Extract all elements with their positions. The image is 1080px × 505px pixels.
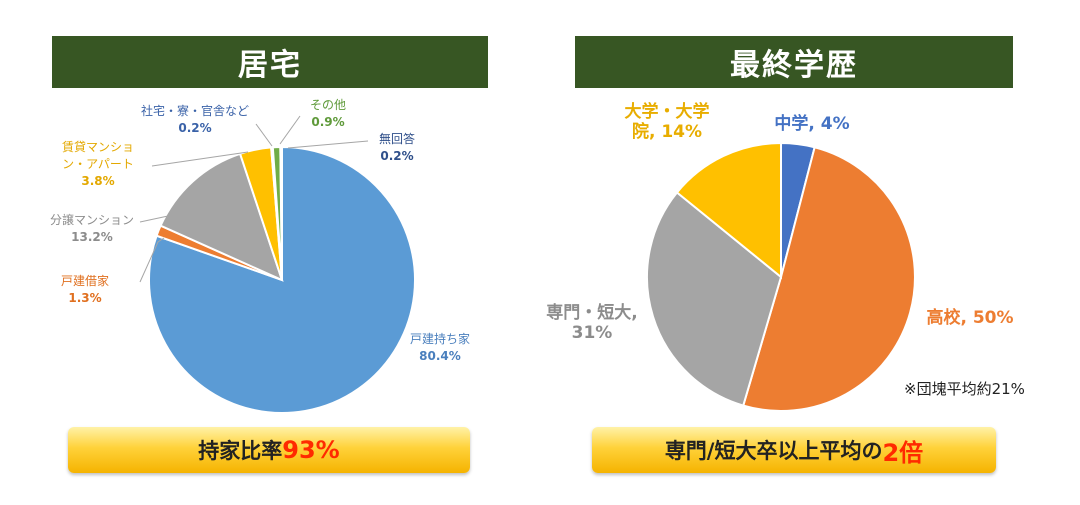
- leader-line: [255, 123, 273, 147]
- slice-label: その他 0.9%: [310, 98, 346, 129]
- education-banner-highlight: 2倍: [882, 438, 924, 467]
- education-header-text: 最終学歴: [730, 48, 858, 83]
- homeownership-banner: 持家比率 93%: [68, 427, 470, 473]
- slice-label: 中学, 4%: [774, 113, 849, 134]
- education-banner-text: 専門/短大卒以上平均の: [664, 439, 883, 463]
- slice-label: 戸建借家 1.3%: [61, 273, 109, 305]
- education-banner: 専門/短大卒以上平均の 2倍: [592, 427, 996, 473]
- slice-label: 社宅・寮・官舎など 0.2%: [141, 103, 249, 135]
- leader-line: [287, 140, 369, 149]
- residence-header: 居宅: [52, 36, 488, 88]
- slice-label: 大学・大学院, 14%: [625, 101, 710, 142]
- leader-line: [139, 215, 169, 223]
- pie-slice: [742, 146, 916, 412]
- leader-line: [151, 151, 249, 167]
- pie-slice: [279, 145, 283, 281]
- leader-line: [139, 237, 165, 283]
- homeownership-banner-highlight: 93%: [282, 436, 340, 464]
- baby-boomer-note: ※団塊平均約21%: [904, 380, 1025, 398]
- education-header: 最終学歴: [575, 36, 1013, 88]
- pie-slice: [159, 152, 284, 282]
- pie-slice: [675, 141, 782, 280]
- slice-label: 分譲マンション 13.2%: [50, 212, 134, 244]
- slice-label: 賃貸マンション・アパート 3.8%: [62, 139, 134, 188]
- slice-label: 専門・短大, 31%: [546, 302, 637, 343]
- residence-header-text: 居宅: [238, 48, 302, 83]
- slice-label: 戸建持ち家 80.4%: [410, 331, 470, 363]
- leader-line: [279, 115, 301, 145]
- slice-label: 無回答 0.2%: [379, 131, 415, 163]
- slice-label: 高校, 50%: [926, 307, 1013, 328]
- homeownership-banner-text: 持家比率: [198, 439, 283, 463]
- pie-slice: [646, 191, 783, 407]
